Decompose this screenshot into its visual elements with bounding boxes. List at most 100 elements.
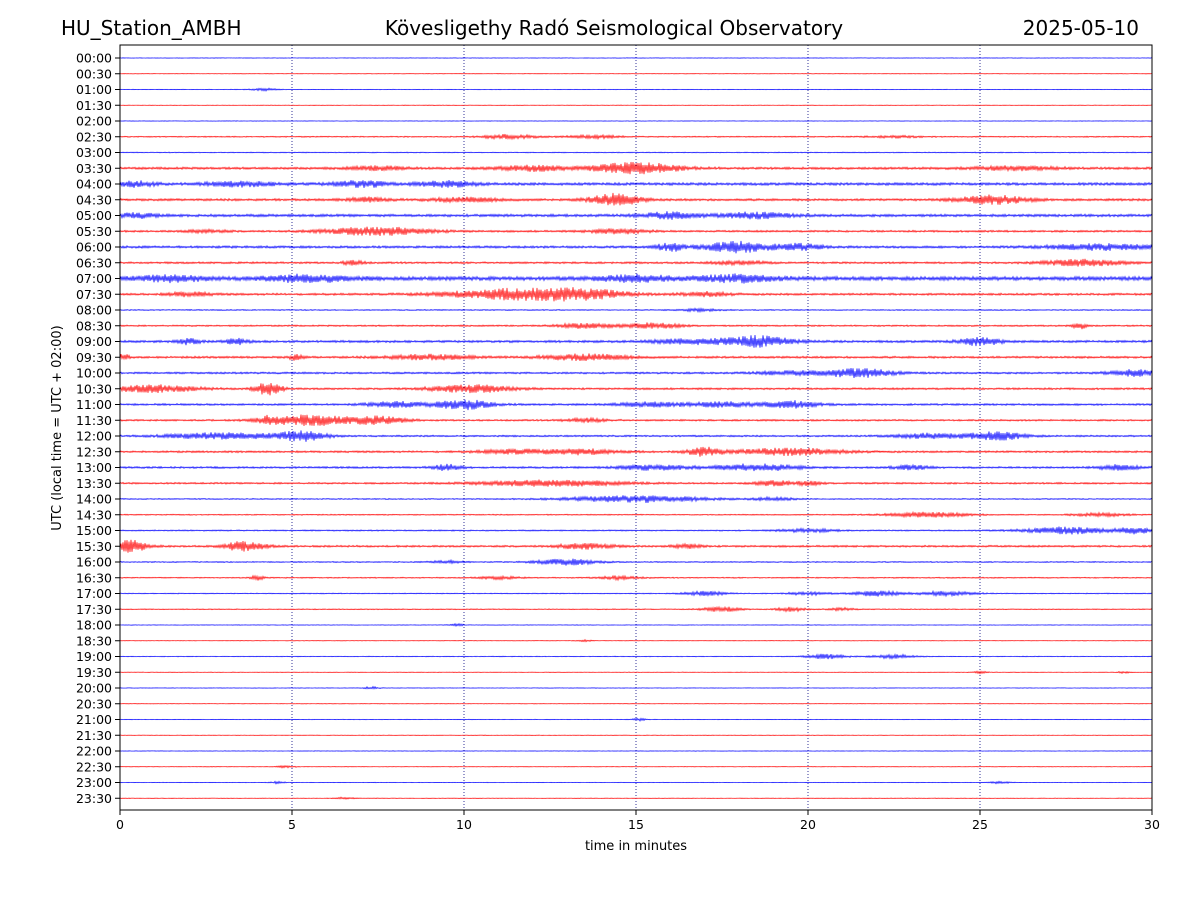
x-tick-label: 15 — [628, 817, 644, 832]
y-tick-label: 03:00 — [76, 145, 112, 160]
y-tick-label: 19:30 — [76, 665, 112, 680]
trace-0730 — [119, 287, 1153, 302]
y-tick-label: 13:00 — [76, 460, 112, 475]
y-tick-label: 08:00 — [76, 303, 112, 318]
trace-0400 — [119, 180, 1153, 188]
y-tick-label: 01:30 — [76, 98, 112, 113]
trace-1730 — [119, 605, 1153, 613]
trace-2330 — [119, 796, 1153, 800]
trace-1530 — [119, 539, 1153, 553]
trace-2230 — [119, 764, 1153, 769]
trace-0600 — [119, 240, 1153, 254]
x-tick-labels: 0 5 10 15 20 25 30 — [116, 810, 1160, 832]
y-tick-label: 00:00 — [76, 51, 112, 66]
trace-0500 — [119, 211, 1153, 220]
y-tick-label: 12:30 — [76, 444, 112, 459]
trace-1600 — [119, 558, 1153, 566]
trace-0130 — [119, 104, 1153, 106]
y-tick-label: 07:30 — [76, 287, 112, 302]
trace-0200 — [119, 120, 1153, 122]
trace-0300 — [119, 151, 1153, 154]
trace-0530 — [119, 226, 1153, 236]
trace-0900 — [119, 335, 1153, 348]
trace-0430 — [119, 192, 1153, 206]
y-tick-label: 18:30 — [76, 633, 112, 648]
trace-1800 — [119, 622, 1153, 627]
seismic-traces — [119, 57, 1153, 800]
y-tick-label: 05:00 — [76, 208, 112, 223]
trace-0800 — [119, 307, 1153, 314]
y-tick-label: 01:00 — [76, 82, 112, 97]
trace-0000 — [119, 57, 1153, 59]
y-tick-label: 06:00 — [76, 240, 112, 255]
trace-0030 — [119, 73, 1153, 75]
trace-0830 — [119, 322, 1153, 330]
trace-0100 — [119, 87, 1153, 92]
trace-1430 — [119, 510, 1153, 519]
y-tick-label: 00:30 — [76, 66, 112, 81]
x-tick-label: 25 — [972, 817, 988, 832]
trace-1630 — [119, 574, 1153, 582]
trace-1400 — [119, 495, 1153, 503]
x-tick-label: 5 — [288, 817, 296, 832]
y-tick-label: 08:30 — [76, 318, 112, 333]
y-tick-label: 23:30 — [76, 791, 112, 806]
y-tick-label: 05:30 — [76, 224, 112, 239]
trace-1900 — [119, 653, 1153, 660]
y-tick-label: 09:00 — [76, 334, 112, 349]
y-tick-label: 02:30 — [76, 129, 112, 144]
trace-1230 — [119, 446, 1153, 457]
y-tick-label: 21:00 — [76, 712, 112, 727]
y-tick-label: 02:00 — [76, 114, 112, 129]
y-tick-label: 18:00 — [76, 618, 112, 633]
y-tick-label: 15:30 — [76, 539, 112, 554]
y-tick-label: 17:00 — [76, 586, 112, 601]
trace-1300 — [119, 463, 1153, 472]
y-tick-label: 22:30 — [76, 759, 112, 774]
date-title: 2025-05-10 — [1023, 16, 1139, 40]
trace-1000 — [119, 368, 1153, 378]
y-tick-label: 13:30 — [76, 476, 112, 491]
trace-1030 — [119, 382, 1153, 396]
x-tick-label: 20 — [800, 817, 816, 832]
x-axis-label: time in minutes — [585, 839, 687, 854]
trace-1700 — [119, 589, 1153, 598]
y-tick-label: 14:30 — [76, 507, 112, 522]
trace-1100 — [119, 399, 1153, 411]
trace-2300 — [119, 780, 1153, 785]
y-tick-label: 10:30 — [76, 381, 112, 396]
trace-0630 — [119, 258, 1153, 267]
trace-1330 — [119, 479, 1153, 488]
trace-2100 — [119, 717, 1153, 722]
y-tick-label: 20:30 — [76, 696, 112, 711]
y-tick-label: 06:30 — [76, 255, 112, 270]
y-tick-label: 10:00 — [76, 366, 112, 381]
trace-0700 — [119, 273, 1153, 284]
y-tick-label: 21:30 — [76, 728, 112, 743]
trace-1200 — [119, 430, 1153, 442]
trace-0330 — [119, 161, 1153, 175]
y-tick-label: 17:30 — [76, 602, 112, 617]
trace-0230 — [119, 133, 1153, 141]
station-title: HU_Station_AMBH — [61, 16, 241, 40]
trace-2130 — [119, 734, 1153, 736]
trace-2030 — [119, 703, 1153, 705]
y-tick-label: 04:30 — [76, 192, 112, 207]
y-tick-label: 14:00 — [76, 492, 112, 507]
trace-1500 — [119, 526, 1153, 535]
y-axis-label: UTC (local time = UTC + 02:00) — [50, 325, 65, 530]
trace-1130 — [119, 414, 1153, 427]
trace-1930 — [119, 670, 1153, 675]
y-tick-label: 09:30 — [76, 350, 112, 365]
y-tick-label: 22:00 — [76, 744, 112, 759]
x-tick-label: 0 — [116, 817, 124, 832]
trace-0930 — [119, 353, 1153, 362]
y-tick-label: 03:30 — [76, 161, 112, 176]
y-tick-labels: 00:0000:3001:0001:3002:0002:3003:0003:30… — [76, 51, 120, 806]
trace-2000 — [119, 685, 1153, 690]
y-tick-label: 12:00 — [76, 429, 112, 444]
y-tick-label: 04:00 — [76, 177, 112, 192]
y-tick-label: 07:00 — [76, 271, 112, 286]
